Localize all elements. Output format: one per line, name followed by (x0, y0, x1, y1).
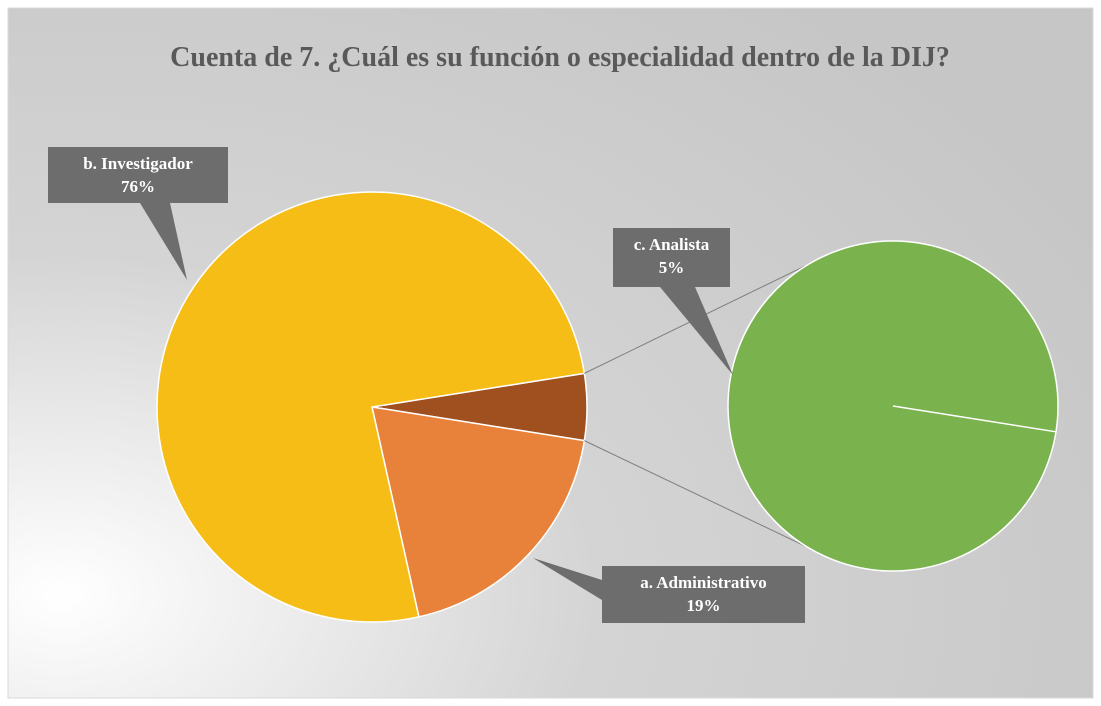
callout-tail (140, 203, 187, 280)
pie-slice (371, 406, 586, 618)
data-label-name: a. Administrativo (640, 573, 767, 592)
label-box (48, 147, 228, 203)
label-box (613, 228, 730, 287)
slice-border (892, 405, 1057, 433)
pie-slice (156, 191, 586, 623)
callout-tail (660, 287, 733, 375)
data-label-value: 19% (687, 596, 721, 615)
plot: a. Administrativo 19% b. Investigador 76% c.… (48, 147, 1059, 623)
data-label-name: c. Analista (634, 235, 710, 254)
connector (584, 440, 809, 548)
label-box (602, 566, 805, 623)
data-label-value: 76% (121, 177, 155, 196)
data-label-value: 5% (659, 258, 685, 277)
callout-tail (533, 558, 602, 600)
data-label-name: b. Investigador (83, 154, 193, 173)
chart-title: Cuenta de 7. ¿Cuál es su función o espec… (170, 42, 950, 73)
